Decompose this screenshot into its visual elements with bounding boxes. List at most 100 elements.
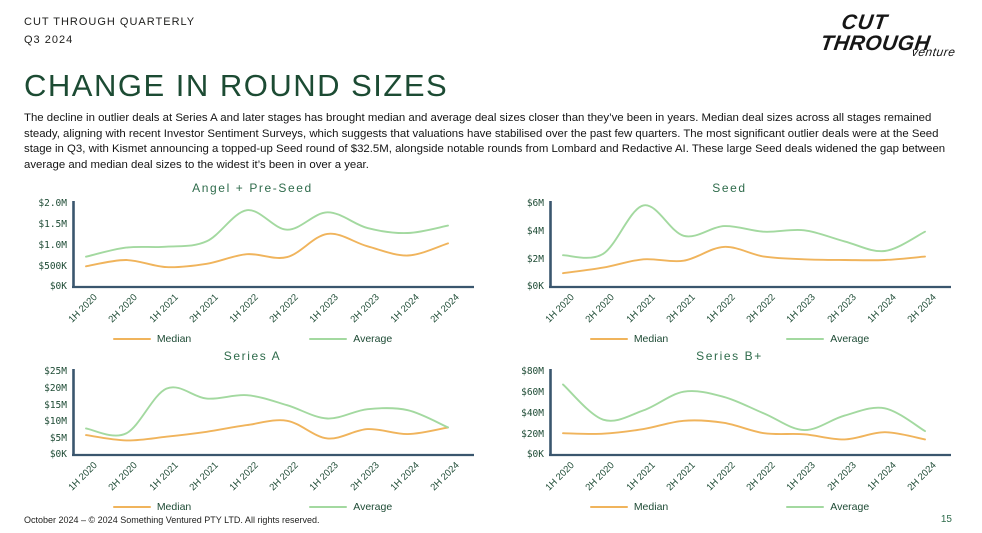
average-line [562, 204, 926, 260]
chart-canvas [72, 201, 474, 289]
x-axis-tick-label: 2H 2020 [583, 460, 617, 494]
legend-line-swatch [589, 506, 628, 509]
x-axis-tick-label: 1H 2021 [624, 292, 658, 326]
y-axis-tick-label: $25M [44, 366, 67, 378]
y-axis-labels: $0K $2M $4M $6M [501, 197, 549, 293]
y-axis-labels: $0K $20M $40M $60M $80M [501, 365, 549, 461]
legend-label: Median [156, 333, 192, 346]
chart-legend: Median Average [501, 499, 958, 515]
x-axis-tick-label: 2H 2023 [348, 292, 382, 326]
x-axis-labels: 1H 2020 2H 2020 1H 2021 2H 2021 1H 2022 2H 20… [544, 289, 951, 331]
x-axis-tick-label: 1H 2022 [704, 292, 738, 326]
logo-word-cut: CUT [839, 11, 890, 34]
x-axis-tick-label: 1H 2020 [543, 292, 577, 326]
x-axis-tick-label: 2H 2021 [187, 460, 221, 494]
page-title: CHANGE IN ROUND SIZES [24, 67, 449, 103]
x-axis-tick-label: 2H 2022 [267, 292, 301, 326]
x-axis-tick-label: 1H 2024 [865, 460, 899, 494]
report-kicker: CUT THROUGH QUARTERLY Q3 2024 [24, 14, 195, 49]
chart-title: Angel + Pre-Seed [192, 181, 313, 196]
chart-canvas [549, 369, 951, 457]
legend-item-average: Average [309, 501, 392, 513]
y-axis-tick-label: $4M [526, 226, 544, 238]
charts-grid: Angel + Pre-Seed $0K $500K $1.0M $1.5M $2.0M 1… [24, 181, 958, 515]
legend-item-average: Average [309, 333, 392, 345]
y-axis-labels: $0K $5M $10M $15M $20M $25M [24, 365, 72, 460]
chart-canvas [549, 201, 951, 289]
y-axis-tick-label: $60M [521, 387, 544, 399]
x-axis-tick-label: 2H 2021 [664, 292, 698, 326]
average-line [85, 386, 449, 437]
x-axis-tick-label: 2H 2023 [825, 292, 859, 326]
legend-label: Average [830, 501, 870, 514]
legend-label: Median [156, 501, 192, 514]
x-axis-tick-label: 2H 2024 [428, 460, 462, 494]
y-axis-tick-label: $6M [526, 198, 544, 210]
x-axis-tick-label: 1H 2021 [147, 460, 181, 494]
x-axis-tick-label: 1H 2021 [147, 292, 181, 326]
x-axis-tick-label: 1H 2020 [66, 460, 100, 494]
x-axis-tick-label: 1H 2024 [865, 292, 899, 326]
legend-item-median: Median [112, 501, 192, 514]
x-axis-tick-label: 2H 2020 [583, 292, 617, 326]
legend-item-average: Average [786, 501, 869, 513]
y-axis-tick-label: $80M [521, 366, 544, 378]
legend-item-median: Median [589, 333, 669, 346]
y-axis-tick-label: $20M [521, 428, 544, 440]
x-axis-tick-label: 1H 2023 [784, 292, 819, 326]
legend-line-swatch [589, 338, 628, 341]
legend-label: Average [353, 501, 393, 514]
y-axis-tick-label: $40M [521, 407, 544, 419]
legend-line-swatch [309, 506, 348, 509]
legend-line-swatch [786, 506, 825, 509]
x-axis-labels: 1H 2020 2H 2020 1H 2021 2H 2021 1H 2022 2H 20… [67, 289, 474, 331]
chart-angel-pre-seed: Angel + Pre-Seed $0K $500K $1.0M $1.5M $2.0M 1… [24, 181, 481, 347]
page-number: 15 [940, 514, 952, 525]
legend-item-median: Median [589, 501, 669, 514]
median-line [85, 419, 449, 442]
chart-legend: Median Average [24, 499, 481, 515]
logo-word-venture: venture [910, 44, 957, 59]
plot-area: $0K $500K $1.0M $1.5M $2.0M [24, 197, 481, 293]
y-axis-tick-label: $1.5M [38, 219, 67, 231]
x-axis-tick-label: 1H 2023 [307, 292, 342, 326]
y-axis-tick-label: $2.0M [38, 198, 67, 210]
x-axis-tick-label: 1H 2023 [784, 460, 819, 494]
x-axis-tick-label: 2H 2020 [106, 460, 140, 494]
chart-title: Seed [712, 181, 747, 196]
chart-series-b: Series B+ $0K $20M $40M $60M $80M 1H 2020 2H 20… [501, 349, 958, 515]
x-axis-labels: 1H 2020 2H 2020 1H 2021 2H 2021 1H 2022 2H 20… [544, 457, 951, 499]
chart-title: Series A [223, 349, 282, 364]
y-axis-tick-label: $500K [38, 260, 67, 272]
y-axis-tick-label: $0K [49, 281, 67, 293]
y-axis-tick-label: $0K [526, 449, 544, 461]
x-axis-tick-label: 2H 2022 [744, 292, 778, 326]
y-axis-tick-label: $20M [44, 382, 67, 394]
legend-label: Median [633, 333, 669, 346]
y-axis-labels: $0K $500K $1.0M $1.5M $2.0M [24, 197, 72, 293]
x-axis-tick-label: 1H 2020 [543, 460, 577, 494]
median-line [85, 233, 449, 269]
legend-label: Average [830, 333, 870, 346]
x-axis-tick-label: 1H 2024 [388, 292, 422, 326]
legend-line-swatch [112, 506, 151, 509]
average-line [85, 209, 449, 259]
plot-area: $0K $2M $4M $6M [501, 197, 958, 293]
y-axis-tick-label: $0K [526, 281, 544, 293]
legend-label: Median [633, 501, 669, 514]
x-axis-tick-label: 2H 2022 [744, 460, 778, 494]
y-axis-tick-label: $5M [49, 432, 67, 444]
chart-legend: Median Average [501, 331, 958, 347]
x-axis-tick-label: 2H 2024 [428, 292, 462, 326]
x-axis-tick-label: 2H 2024 [905, 460, 939, 494]
y-axis-tick-label: $10M [44, 416, 67, 428]
median-line [562, 246, 926, 275]
x-axis-tick-label: 1H 2022 [227, 292, 261, 326]
legend-item-average: Average [786, 333, 869, 345]
x-axis-tick-label: 1H 2024 [388, 460, 422, 494]
x-axis-tick-label: 2H 2020 [106, 292, 140, 326]
chart-canvas [72, 369, 474, 457]
legend-item-median: Median [112, 333, 192, 346]
plot-area: $0K $5M $10M $15M $20M $25M [24, 365, 481, 460]
